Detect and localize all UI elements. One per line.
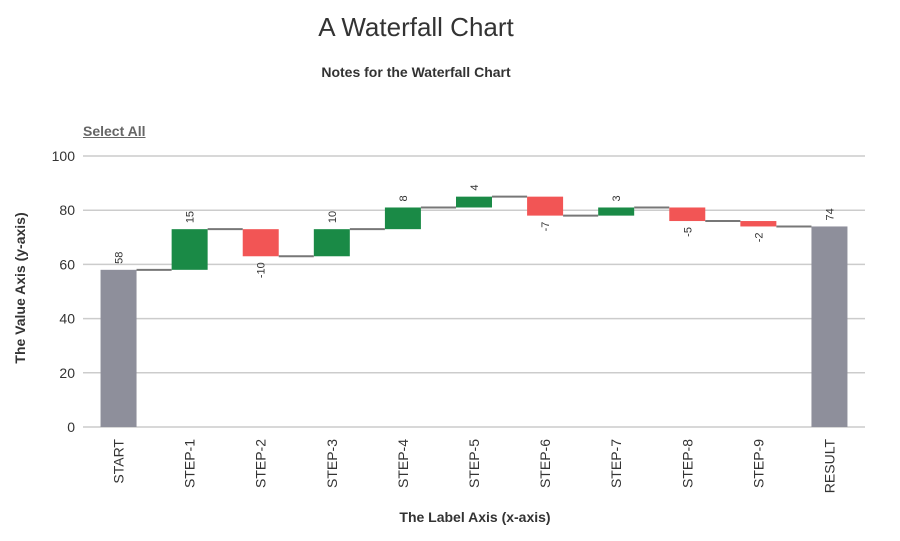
data-label: -2 (753, 232, 765, 242)
bar-step-8 (669, 207, 706, 222)
x-tick-label: STEP-8 (679, 439, 695, 488)
x-tick-label: STEP-6 (537, 439, 553, 488)
data-label: -7 (540, 222, 552, 232)
x-tick-label: START (111, 439, 127, 484)
x-tick-label: STEP-5 (466, 439, 482, 488)
y-tick-label: 0 (67, 419, 75, 435)
y-tick-label: 80 (59, 202, 75, 218)
x-tick-label: STEP-3 (324, 439, 340, 488)
x-axis-label: The Label Axis (x-axis) (399, 509, 551, 525)
bar-start (100, 269, 137, 427)
data-label: 4 (469, 185, 481, 191)
bar-step-1 (171, 229, 208, 270)
x-tick-label: STEP-9 (750, 439, 766, 488)
bar-step-6 (527, 196, 564, 216)
data-label: 58 (114, 252, 126, 264)
chart-title: A Waterfall Chart (318, 12, 514, 42)
data-label: 15 (185, 211, 197, 223)
x-tick-label: STEP-1 (182, 439, 198, 488)
data-label: 8 (398, 195, 410, 201)
x-tick-label: STEP-4 (395, 439, 411, 488)
x-tick-label: STEP-2 (253, 439, 269, 488)
data-label: 74 (824, 208, 836, 220)
bar-step-9 (740, 221, 777, 227)
data-label: 3 (611, 195, 623, 201)
data-label: -5 (682, 227, 694, 237)
data-label: 10 (327, 211, 339, 223)
x-tick-label: RESULT (821, 439, 837, 494)
bar-step-4 (384, 207, 421, 230)
bar-step-5 (456, 196, 492, 208)
bar-step-2 (242, 229, 279, 257)
chart-subtitle: Notes for the Waterfall Chart (321, 64, 511, 80)
bar-step-7 (598, 207, 635, 216)
y-tick-label: 40 (59, 311, 75, 327)
bar-step-3 (313, 229, 350, 257)
select-all-link[interactable]: Select All (83, 123, 146, 139)
y-axis-label: The Value Axis (y-axis) (12, 212, 28, 364)
bar-result (811, 226, 848, 427)
x-tick-label: STEP-7 (608, 439, 624, 488)
y-tick-label: 60 (59, 256, 75, 272)
y-tick-label: 100 (52, 148, 76, 164)
data-label: -10 (256, 262, 268, 278)
y-tick-label: 20 (59, 365, 75, 381)
